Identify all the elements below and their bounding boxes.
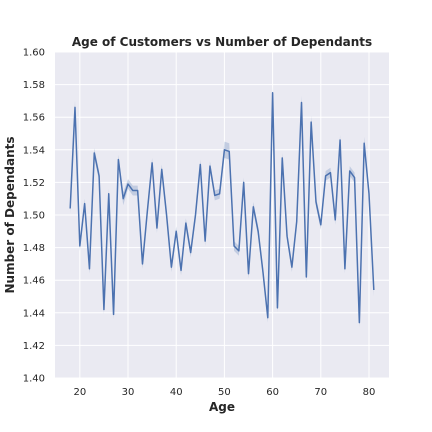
- y-tick-label: 1.44: [23, 308, 45, 319]
- chart-title: Age of Customers vs Number of Dependants: [72, 35, 372, 49]
- y-axis-label: Number of Dependants: [3, 136, 17, 293]
- x-tick-label: 50: [218, 387, 231, 398]
- x-tick-label: 60: [266, 387, 279, 398]
- y-tick-label: 1.40: [23, 374, 45, 385]
- x-tick-label: 30: [122, 387, 135, 398]
- y-tick-label: 1.52: [23, 178, 45, 189]
- x-tick-label: 40: [170, 387, 183, 398]
- x-axis-label: Age: [209, 400, 235, 414]
- y-tick-label: 1.56: [23, 113, 45, 124]
- series-line: [69, 92, 375, 324]
- y-tick-label: 1.46: [23, 276, 45, 287]
- x-tick-label: 20: [73, 387, 86, 398]
- x-tick-label: 70: [314, 387, 327, 398]
- y-tick-label: 1.48: [23, 243, 45, 254]
- y-tick-labels: 1.40 1.42 1.44 1.46 1.48 1.50 1.52 1.54 1.56 1.58…: [23, 48, 45, 385]
- x-tick-label: 80: [363, 387, 376, 398]
- y-tick-label: 1.58: [23, 80, 45, 91]
- y-tick-label: 1.42: [23, 341, 45, 352]
- y-tick-label: 1.60: [23, 48, 45, 59]
- y-gridlines: [55, 51, 389, 379]
- y-tick-label: 1.50: [23, 211, 45, 222]
- x-tick-labels: 20 30 40 50 60 70 80: [73, 387, 375, 398]
- y-tick-label: 1.54: [23, 145, 45, 156]
